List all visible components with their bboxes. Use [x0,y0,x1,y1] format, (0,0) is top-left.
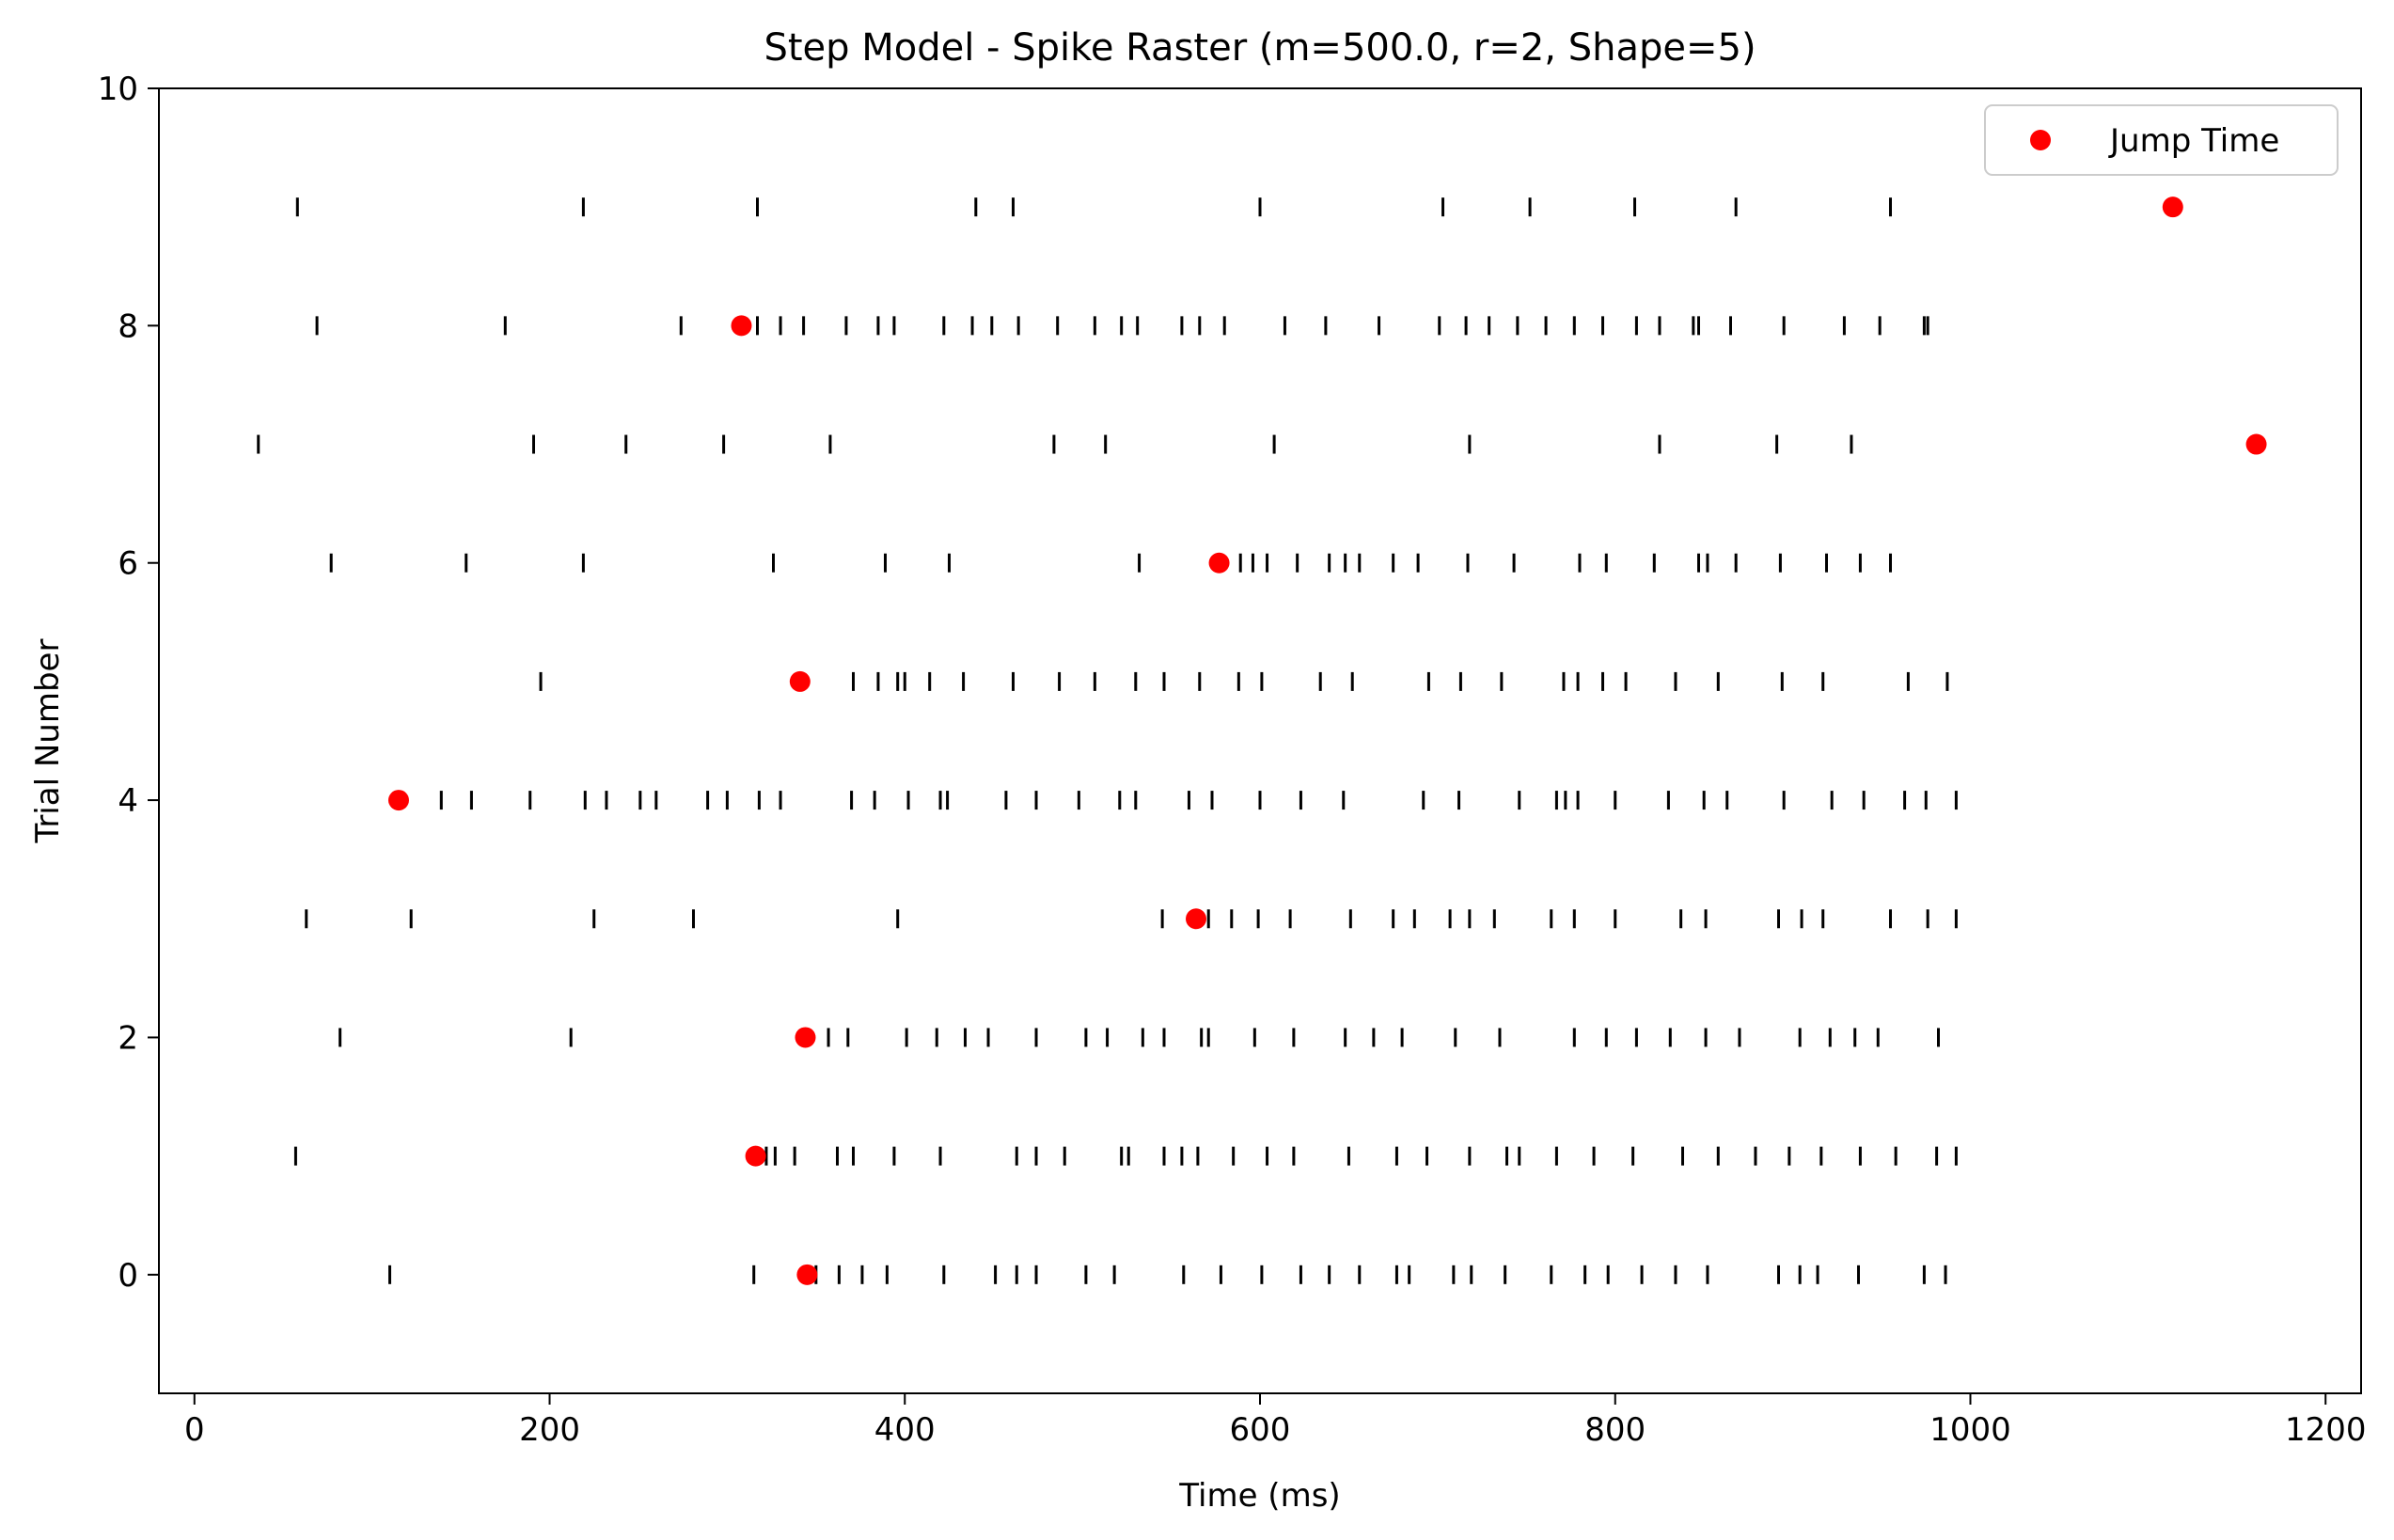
y-tick-label: 8 [118,307,138,345]
x-tick-label: 1200 [2285,1411,2367,1449]
axis-ticks: 0 200 400 600 800 1000 1200 0 2 4 6 8 10 [98,71,2367,1449]
x-tick-label: 0 [184,1411,205,1449]
y-tick-label: 6 [118,545,138,583]
y-tick-label: 0 [118,1257,138,1295]
legend-label-jump-time: Jump Time [2108,122,2279,160]
jump-time-point [795,1027,816,1048]
x-tick-label: 600 [1230,1411,1291,1449]
x-axis-label: Time (ms) [1178,1477,1340,1515]
jump-time-point [2245,433,2267,455]
x-tick-label: 1000 [1929,1411,2011,1449]
legend: Jump Time [1984,104,2339,176]
x-tick-label: 800 [1584,1411,1646,1449]
y-tick-label: 2 [118,1019,138,1057]
legend-jump-marker [2030,130,2051,150]
jump-time-point [745,1145,766,1167]
jump-time-point [2162,196,2183,218]
y-tick-label: 4 [118,782,138,820]
x-tick-label: 200 [519,1411,580,1449]
jump-time-point [1186,908,1207,930]
spike-marks [257,197,1958,1284]
x-tick-label: 400 [874,1411,936,1449]
jump-time-point [796,1264,818,1285]
jump-time-point [1208,552,1230,574]
chart-title: Step Model - Spike Raster (m=500.0, r=2,… [764,26,1756,70]
y-tick-label: 10 [98,71,138,108]
jump-time-markers [387,196,2267,1285]
y-axis-label: Trial Number [29,639,67,844]
jump-time-point [731,315,752,337]
plot-frame [158,87,2362,1394]
jump-time-point [387,790,409,811]
jump-time-point [789,670,811,692]
legend-box [1984,104,2339,176]
